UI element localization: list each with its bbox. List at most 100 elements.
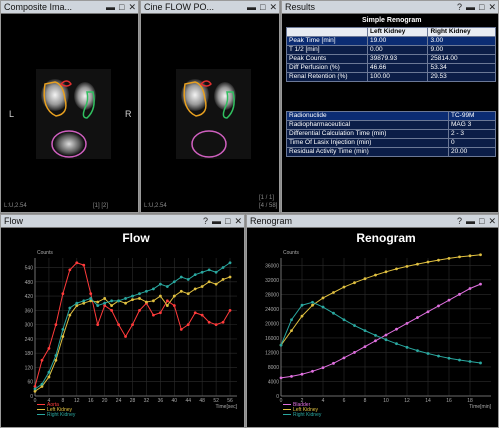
renogram-chart[interactable]: RenogramCounts04000800012000160002000024… [247,228,498,427]
chart-title: Renogram [356,231,415,245]
series-line [280,254,481,346]
maximize-icon[interactable]: □ [479,2,485,12]
close-icon[interactable]: ✕ [234,216,242,226]
close-icon[interactable]: ✕ [488,2,496,12]
data-point [426,310,430,314]
minimize-icon[interactable]: ▬ [247,2,257,12]
data-point [75,261,79,265]
y-tick-label: 540 [25,266,34,272]
table-cell: 39879.93 [366,54,429,64]
table-row[interactable]: Peak Time [min] 19.00 3.00 [286,36,496,46]
x-tick-label: 18 [467,398,473,404]
data-point [207,320,211,324]
data-point [172,294,176,298]
data-point [353,281,356,285]
data-point [405,264,409,268]
data-point [353,351,356,354]
data-point [300,303,304,307]
info-table: Radionuclide TC-99M Radiopharmaceutical … [286,111,496,157]
data-point [172,280,176,284]
table-row[interactable]: Differential Calculation Time (min) 2 - … [286,129,496,139]
help-icon[interactable]: ? [457,216,463,226]
table-row[interactable]: Radionuclide TC-99M [286,111,496,121]
cine-scan-image[interactable] [141,14,280,213]
chart-title: Flow [122,231,150,245]
minimize-icon[interactable]: ▬ [466,216,476,226]
data-point [200,270,204,274]
data-point [110,308,114,312]
data-point [47,347,51,350]
data-point [416,316,419,319]
maximize-icon[interactable]: □ [119,2,125,12]
data-point [395,327,398,331]
y-tick-label: 0 [30,394,33,400]
data-point [96,323,100,327]
table-cell: 3.00 [427,36,496,46]
table-row[interactable]: Diff Perfusion (%) 46.66 53.34 [286,63,496,73]
legend-entry: Bladder [293,402,311,408]
legend-entry: Left Kidney [293,407,319,413]
data-point [214,270,218,274]
table-header: Left Kidney [366,27,429,37]
y-tick-label: 12000 [265,350,279,356]
maximize-icon[interactable]: □ [260,2,266,12]
close-icon[interactable]: ✕ [269,2,277,12]
y-axis-label: Counts [283,250,299,256]
data-point [124,301,127,305]
data-point [458,358,461,362]
table-row[interactable]: Radiopharmaceutical MAG 3 [286,120,496,130]
data-point [300,372,304,376]
data-point [172,304,176,307]
data-point [193,287,197,291]
data-point [40,382,44,386]
data-point [332,361,335,365]
data-point [131,294,134,298]
data-point [186,292,190,296]
table-row[interactable]: Renal Retention (%) 100.00 29.53 [286,72,496,82]
data-point [405,321,409,325]
data-point [131,298,134,302]
table-row[interactable]: T 1/2 [min] 0.00 9.00 [286,45,496,55]
data-point [179,289,183,293]
maximize-icon[interactable]: □ [479,216,485,226]
help-icon[interactable]: ? [457,2,463,12]
composite-scan-image[interactable] [1,14,139,213]
legend-entry: Left Kidney [47,407,73,413]
minimize-icon[interactable]: ▬ [106,2,116,12]
minimize-icon[interactable]: ▬ [212,216,222,226]
maximize-icon[interactable]: □ [225,216,231,226]
table-cell: 25814.00 [427,54,496,64]
data-point [33,387,37,391]
cine-overlay-bottom-left: L:U,2.54 [144,203,167,209]
close-icon[interactable]: ✕ [488,216,496,226]
data-point [321,305,325,309]
data-point [290,374,293,378]
table-header [286,27,368,37]
data-point [179,275,183,279]
data-point [447,356,451,360]
data-point [207,268,211,272]
table-row[interactable]: Time Of Lasix Injection (min) 0 [286,138,496,148]
data-point [321,296,325,300]
y-tick-label: 300 [25,323,34,329]
right-side-marker: R [125,109,132,119]
data-point [479,361,482,365]
results-table: Left Kidney Right Kidney Peak Time [min]… [286,27,496,82]
x-axis-label: Time[sec] [216,404,238,410]
table-row[interactable]: Peak Counts 39879.93 25814.00 [286,54,496,64]
data-point [165,285,169,288]
data-point [374,273,377,277]
table-cell: 9.00 [427,45,496,55]
data-point [103,301,107,305]
x-tick-label: 0 [34,398,37,404]
help-icon[interactable]: ? [203,216,209,226]
y-axis-label: Counts [37,250,53,256]
x-tick-label: 12 [74,398,80,404]
close-icon[interactable]: ✕ [128,2,136,12]
x-tick-label: 8 [61,398,64,404]
legend-entry: Right Kidney [293,412,322,418]
minimize-icon[interactable]: ▬ [466,2,476,12]
data-point [342,285,346,289]
table-row[interactable]: Residual Activity Time (min) 20.00 [286,147,496,157]
